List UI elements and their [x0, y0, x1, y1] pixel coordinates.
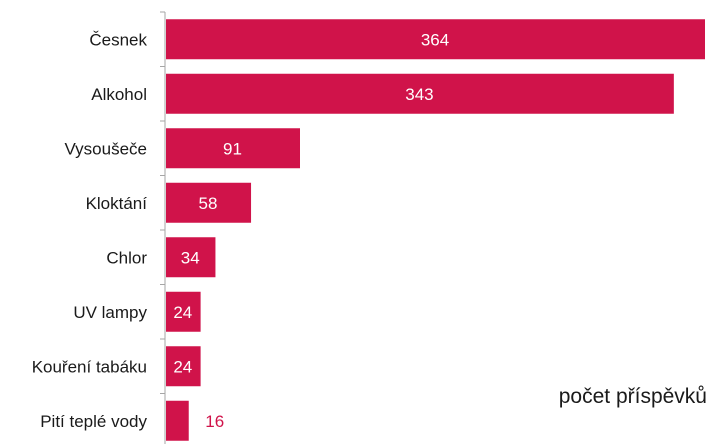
data-label: 24 [173, 303, 192, 322]
category-label: Kloktání [86, 194, 148, 213]
bar [166, 128, 300, 169]
bar [166, 346, 201, 387]
data-label: 91 [223, 139, 242, 158]
category-label: UV lampy [73, 303, 147, 322]
data-label: 24 [173, 357, 192, 376]
category-label: Kouření tabáku [32, 357, 147, 376]
data-label: 34 [181, 248, 200, 267]
bar [166, 291, 201, 332]
category-label: Česnek [89, 30, 147, 49]
bar [166, 73, 674, 114]
category-label: Pití teplé vody [40, 412, 147, 431]
axis-layer: Česnek Alkohol Vysoušeče Kloktání Chlor UV la… [32, 11, 166, 444]
category-label: Alkohol [91, 85, 147, 104]
data-label: 364 [421, 30, 449, 49]
bars-layer: 364 343 91 58 34 24 24 16 [166, 19, 705, 441]
data-label: 58 [199, 194, 218, 213]
category-label: Chlor [106, 248, 147, 267]
x-axis-label: počet příspěvků [559, 385, 707, 408]
category-label: Vysoušeče [64, 139, 147, 158]
bar [166, 237, 216, 278]
bar [166, 182, 252, 223]
data-label: 16 [205, 412, 224, 431]
bar [166, 19, 705, 60]
data-label: 343 [405, 85, 433, 104]
bar [166, 400, 189, 441]
